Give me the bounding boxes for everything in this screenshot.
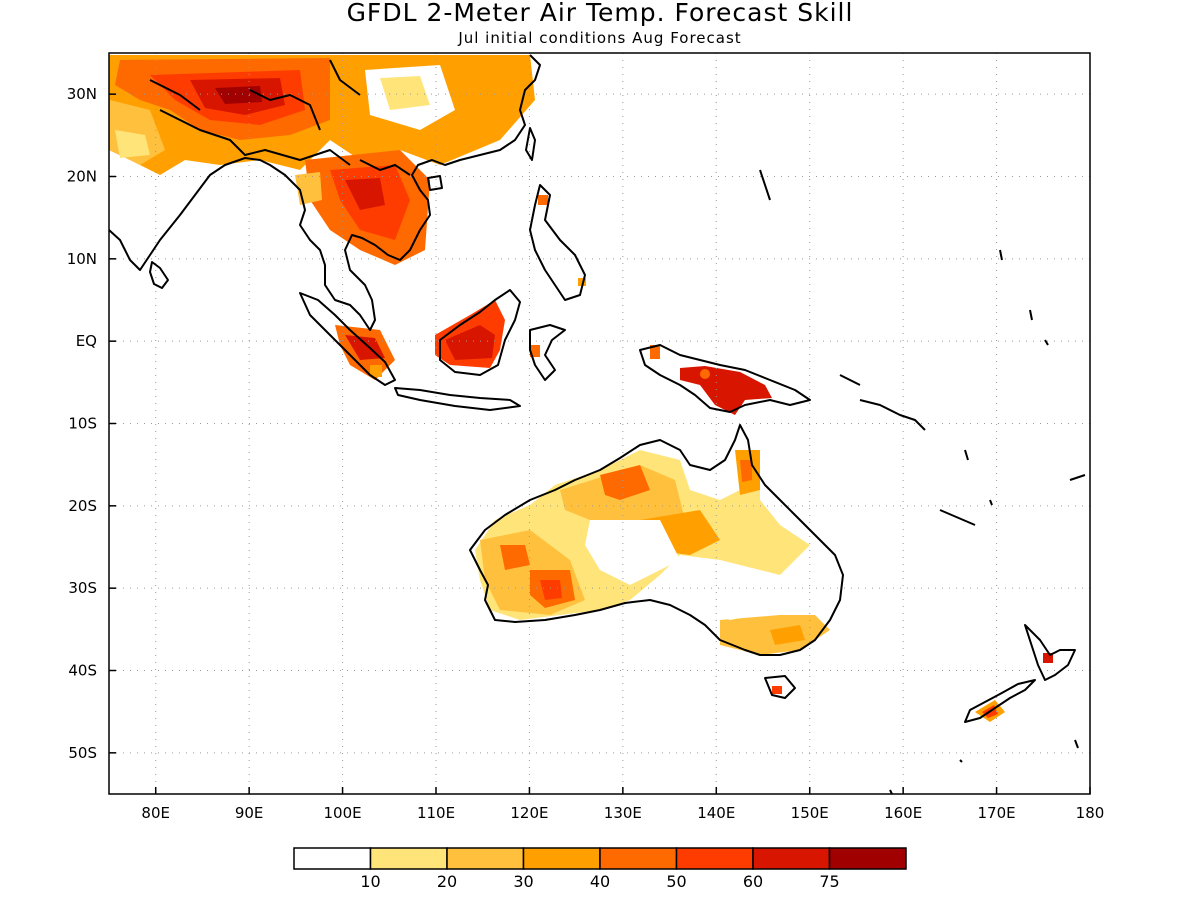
skill-region-borneo: [435, 195, 586, 368]
colorbar-swatch: [828, 847, 907, 870]
lon-tick-label: 140E: [697, 804, 735, 822]
taiwan-coastline: [525, 127, 536, 161]
colorbar-label: 30: [513, 872, 533, 891]
lat-tick-label: 10S: [68, 415, 97, 433]
lon-tick-label: 180: [1076, 804, 1105, 822]
colorbar-label: 40: [590, 872, 610, 891]
colorbar-label: 50: [666, 872, 686, 891]
colorbar-swatch: [675, 847, 754, 870]
india-inner-borders: [149, 59, 411, 176]
colorbar-swatch: [599, 847, 678, 870]
map-subtitle: Jul initial conditions Aug Forecast: [458, 29, 742, 47]
colorbar: 10 20 30 40 50 60 75: [293, 847, 907, 891]
sri-lanka-coastline: [149, 261, 169, 289]
skill-region-new-zealand: [975, 653, 1053, 722]
lat-tick-label: 20S: [68, 497, 97, 515]
coastlines: [109, 54, 1086, 794]
lat-tick-label: 30N: [67, 85, 97, 103]
colorbar-label: 60: [743, 872, 763, 891]
java-coastline: [394, 387, 521, 411]
colorbar-label: 10: [360, 872, 380, 891]
lon-tick-label: 90E: [235, 804, 264, 822]
new-zealand-north-coastline: [1024, 624, 1076, 681]
australia-coastline: [469, 424, 844, 656]
hainan-coastline: [427, 175, 443, 191]
lon-tick-label: 120E: [510, 804, 548, 822]
colorbar-swatch: [752, 847, 831, 870]
skill-region-indochina: [295, 150, 430, 265]
longitude-axis: 80E 90E 100E 110E 120E 130E 140E 150E 160E 170E 18…: [141, 787, 1104, 822]
map-gridlines: [109, 53, 1090, 794]
skill-shading: [109, 55, 1053, 722]
asia-coastline: [109, 54, 541, 331]
colorbar-swatch: [369, 847, 448, 870]
lon-tick-label: 160E: [884, 804, 922, 822]
lat-tick-label: 10N: [67, 250, 97, 268]
skill-region-new-guinea: [650, 345, 772, 415]
lon-tick-label: 80E: [141, 804, 170, 822]
lon-tick-label: 130E: [604, 804, 642, 822]
colorbar-swatch: [522, 847, 601, 870]
lat-tick-label: 30S: [68, 579, 97, 597]
solomon-islands-coastline: [839, 374, 926, 431]
sumatra-coastline: [299, 292, 396, 386]
lon-tick-label: 110E: [417, 804, 455, 822]
colorbar-label: 20: [437, 872, 457, 891]
colorbar-swatch: [293, 847, 372, 870]
borneo-coastline: [439, 289, 521, 376]
lon-tick-label: 100E: [324, 804, 362, 822]
philippines-coastline: [529, 184, 586, 301]
colorbar-swatch: [446, 847, 525, 870]
map-title: GFDL 2-Meter Air Temp. Forecast Skill: [346, 0, 854, 27]
lat-tick-label: EQ: [76, 332, 97, 350]
colorbar-label: 75: [819, 872, 839, 891]
lat-tick-label: 20N: [67, 168, 97, 186]
skill-region-tibet: [109, 55, 535, 175]
small-islands: [759, 169, 1086, 794]
tasmania-coastline: [764, 675, 796, 699]
lat-tick-label: 40S: [68, 662, 97, 680]
new-zealand-south-coastline: [964, 679, 1036, 723]
new-guinea-coastline: [639, 344, 811, 413]
lon-tick-label: 150E: [791, 804, 829, 822]
skill-region-australia: [475, 450, 830, 694]
latitude-axis: 30N 20N 10N EQ 10S 20S 30S 40S 50S: [67, 85, 116, 762]
lat-tick-label: 50S: [68, 744, 97, 762]
lon-tick-label: 170E: [978, 804, 1016, 822]
skill-region-sumatra: [335, 325, 395, 380]
sulawesi-coastline: [529, 324, 566, 381]
